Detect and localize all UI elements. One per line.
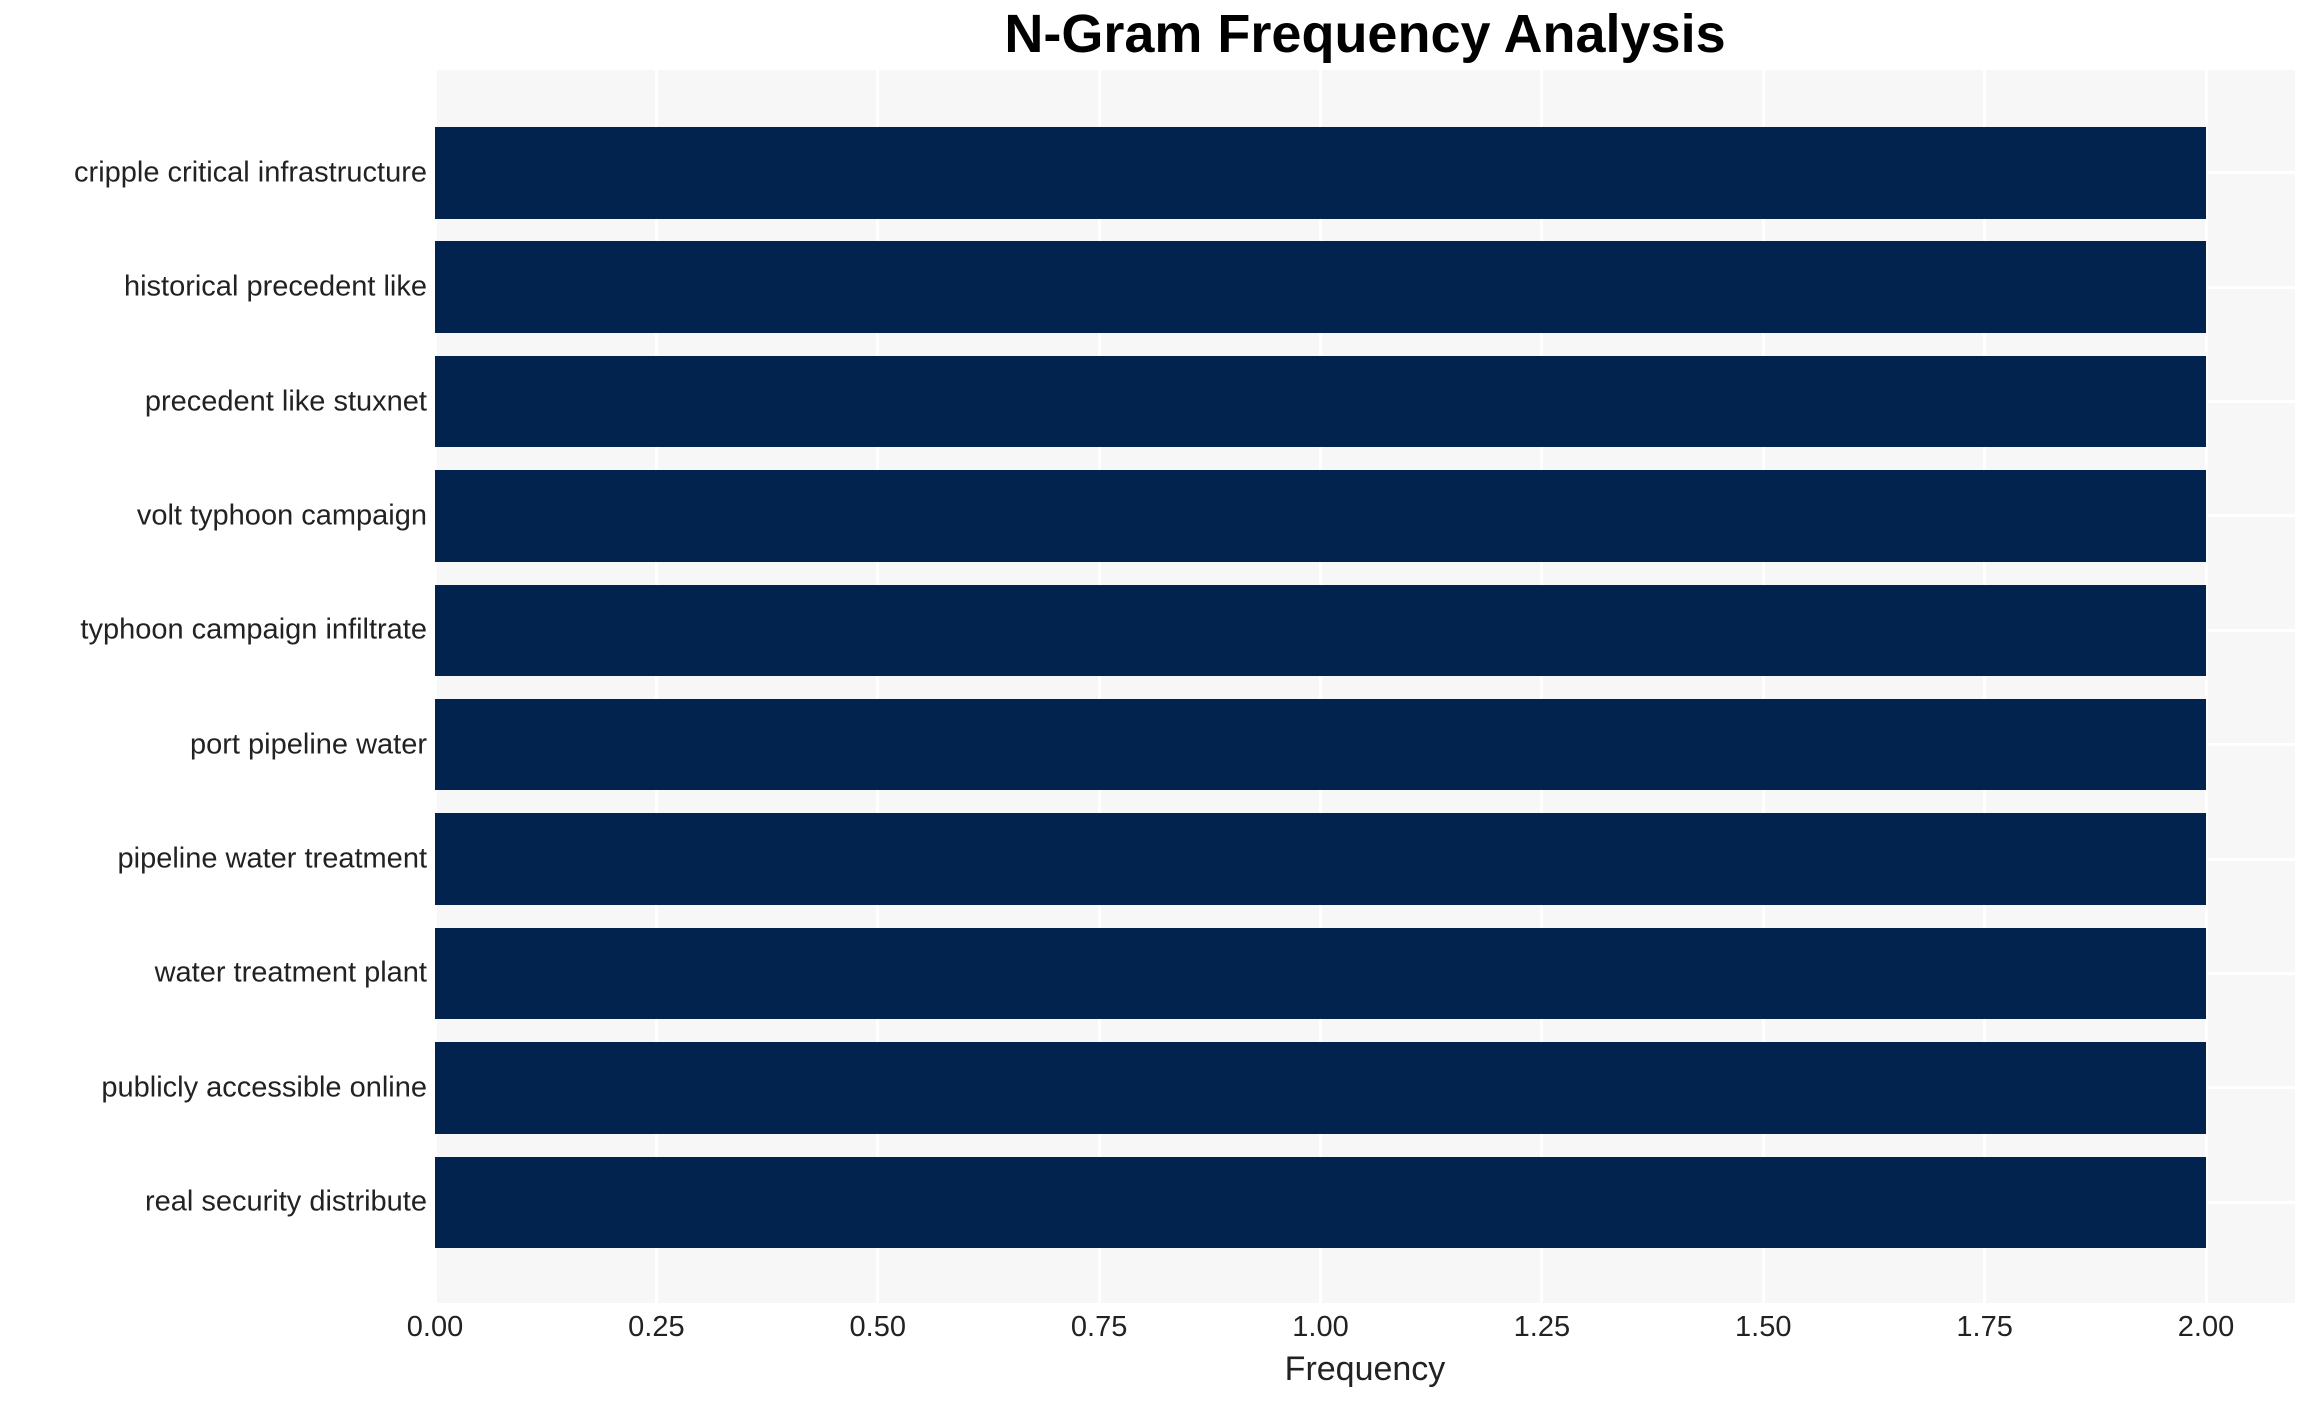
x-tick-label: 0.50 (849, 1311, 906, 1343)
x-tick-label: 1.00 (1292, 1311, 1349, 1343)
y-tick-label: water treatment plant (154, 956, 427, 989)
bar (435, 927, 2206, 1020)
gridline-vertical (2204, 70, 2208, 1303)
bar (435, 813, 2206, 905)
bar (435, 584, 2206, 677)
y-axis-labels: cripple critical infrastructure historica… (0, 0, 427, 1402)
y-tick-label: cripple critical infrastructure (74, 156, 427, 189)
x-tick-label: 1.25 (1513, 1311, 1571, 1343)
gridline-vertical (1097, 70, 1101, 1303)
y-tick-label: port pipeline water (190, 728, 427, 761)
y-tick-label: historical precedent like (123, 270, 427, 303)
gridline-vertical (1983, 70, 1987, 1303)
x-axis-label: Frequency (1284, 1350, 1446, 1388)
bars-layer (435, 70, 2295, 1303)
gridline-vertical (435, 70, 437, 1303)
x-tick-label: 0.00 (406, 1311, 464, 1343)
gridline-vertical (1761, 70, 1765, 1303)
x-tick-label: 1.75 (1956, 1311, 2013, 1343)
y-tick-label: typhoon campaign infiltrate (80, 613, 427, 646)
x-tick-label: 0.25 (628, 1311, 685, 1343)
x-tick-label: 1.50 (1735, 1311, 1792, 1343)
gridline-vertical (1540, 70, 1544, 1303)
bar (435, 1156, 2206, 1248)
bar (435, 1042, 2206, 1134)
bar (435, 470, 2206, 562)
x-tick-label: 2.00 (2177, 1311, 2235, 1343)
y-tick-label: real security distribute (144, 1185, 427, 1218)
y-tick-label: pipeline water treatment (117, 842, 428, 875)
bar (435, 127, 2206, 219)
gridline-vertical (876, 70, 880, 1303)
y-tick-label: publicly accessible online (101, 1071, 427, 1104)
bar (435, 355, 2206, 448)
bar (435, 698, 2206, 791)
gridline-vertical (654, 70, 658, 1303)
y-tick-label: precedent like stuxnet (144, 385, 427, 418)
y-tick-label: volt typhoon campaign (136, 499, 427, 532)
x-tick-label: 0.75 (1070, 1311, 1128, 1343)
gridline-vertical (1319, 70, 1322, 1303)
chart-title: N-Gram Frequency Analysis (1004, 4, 1726, 64)
plot-area (435, 70, 2295, 1303)
bar (435, 241, 2206, 333)
